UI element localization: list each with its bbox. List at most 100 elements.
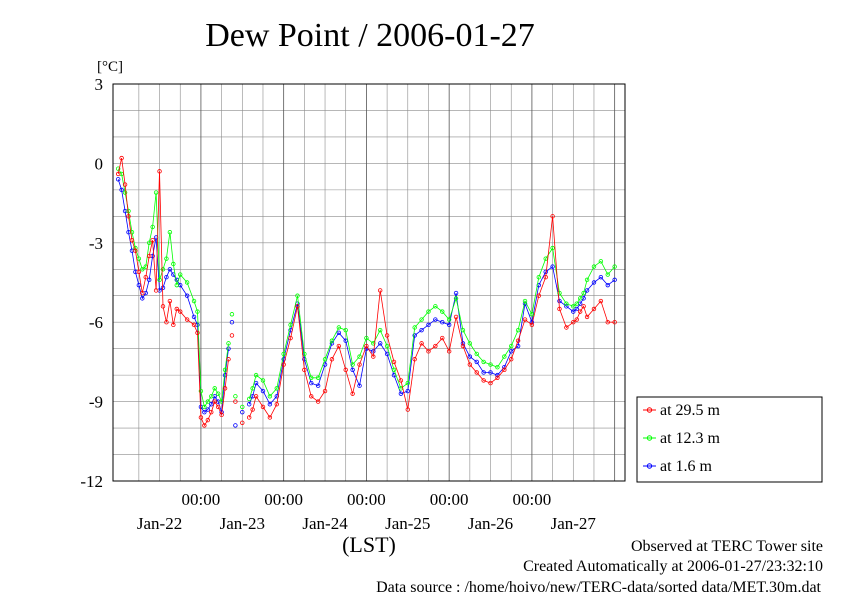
data-point	[119, 155, 124, 161]
data-point	[612, 320, 617, 325]
data-point	[584, 314, 590, 320]
data-point	[433, 304, 438, 309]
y-tick-label: 3	[95, 75, 104, 94]
data-point	[253, 372, 259, 378]
data-point	[419, 317, 424, 322]
legend-swatch-marker	[646, 435, 653, 441]
data-point	[147, 240, 152, 245]
data-point	[529, 322, 535, 328]
x-tick-date: Jan-27	[551, 514, 597, 533]
footer-source: Data source : /home/hoivo/new/TERC-data/…	[376, 579, 821, 595]
x-tick-date: Jan-23	[220, 514, 265, 533]
data-point	[571, 309, 576, 314]
data-point	[184, 317, 190, 322]
data-point	[536, 293, 542, 298]
data-point	[419, 341, 424, 346]
legend-box	[636, 396, 823, 483]
data-point	[115, 166, 121, 171]
data-point	[143, 275, 148, 280]
data-point	[509, 343, 514, 349]
data-point	[581, 290, 586, 296]
data-point	[250, 407, 255, 412]
data-point	[336, 325, 342, 330]
data-point	[274, 386, 279, 391]
data-point	[129, 237, 135, 243]
data-point	[295, 304, 300, 309]
data-point	[412, 333, 417, 338]
x-tick-date: Jan-22	[137, 514, 182, 533]
data-point	[205, 417, 211, 423]
data-point	[309, 375, 314, 380]
data-point	[605, 320, 610, 325]
y-tick-label: -9	[89, 393, 103, 412]
data-point	[233, 423, 238, 428]
data-point	[191, 322, 197, 328]
data-point	[515, 338, 521, 343]
data-point	[384, 351, 390, 357]
data-point	[378, 288, 383, 293]
data-point	[488, 370, 493, 375]
data-point	[591, 264, 597, 269]
data-point	[115, 171, 121, 177]
data-point	[574, 301, 579, 306]
data-point	[129, 230, 135, 235]
data-point	[598, 298, 604, 304]
data-point	[412, 325, 417, 330]
data-point	[160, 267, 166, 272]
data-point	[357, 383, 362, 388]
data-point	[343, 327, 348, 333]
data-point	[240, 420, 245, 425]
data-point	[315, 375, 321, 380]
data-point	[322, 357, 328, 362]
x-tick-date: Jan-26	[468, 514, 513, 533]
data-point	[591, 280, 597, 285]
data-point	[495, 375, 500, 380]
data-point	[481, 378, 486, 383]
x-tick-date: Jan-24	[302, 514, 348, 533]
data-point	[426, 322, 431, 328]
data-point	[605, 272, 610, 277]
data-point	[195, 330, 200, 335]
data-point	[184, 280, 190, 285]
data-point	[174, 306, 179, 312]
data-point	[515, 327, 521, 333]
data-point	[440, 309, 445, 314]
data-point	[502, 354, 507, 359]
data-point	[281, 351, 286, 357]
data-point	[246, 396, 252, 402]
data-point	[198, 415, 204, 420]
y-tick-label: -12	[80, 472, 103, 491]
data-point	[536, 275, 542, 280]
data-point	[157, 277, 162, 283]
data-point	[605, 282, 610, 288]
legend-label: at 1.6 m	[660, 458, 713, 475]
data-point	[522, 317, 528, 322]
data-point	[336, 330, 342, 335]
data-point	[160, 304, 166, 309]
data-point	[171, 322, 176, 328]
data-point	[481, 359, 486, 365]
plot-frame	[112, 83, 626, 482]
data-point	[240, 409, 245, 415]
data-point	[191, 314, 197, 320]
data-point	[260, 404, 266, 410]
data-point	[115, 177, 121, 182]
data-point	[426, 309, 431, 314]
data-point	[550, 214, 555, 219]
x-tick-time: 00:00	[430, 490, 469, 509]
data-point	[315, 383, 321, 388]
data-point	[405, 388, 410, 394]
data-point	[147, 253, 152, 259]
legend-label: at 29.5 m	[660, 402, 721, 419]
grid-lines	[113, 84, 625, 481]
data-point	[612, 264, 617, 269]
data-point	[440, 320, 445, 325]
data-point	[336, 343, 342, 349]
series-line	[117, 179, 615, 413]
legend-items: at 29.5 m at 12.3 m at 1.6 m	[643, 402, 721, 475]
data-point	[426, 349, 431, 354]
data-point	[612, 277, 617, 283]
data-point	[140, 290, 145, 296]
data-point	[198, 388, 204, 394]
